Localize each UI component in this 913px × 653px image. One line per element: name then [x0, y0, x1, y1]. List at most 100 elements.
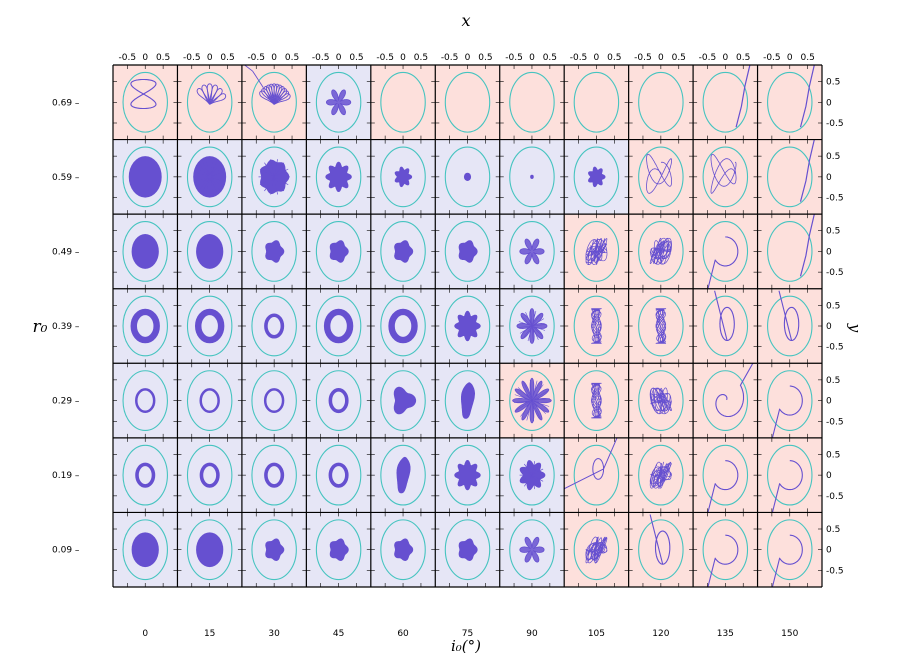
orbit-group: [512, 377, 552, 424]
boundary-ellipse: [767, 519, 813, 581]
unstable-panel-bg: [564, 65, 629, 140]
orbit-group: [131, 234, 159, 269]
orbit-petal: [273, 84, 283, 105]
orbit-disc: [196, 234, 224, 269]
orbit-group: [516, 308, 548, 344]
orbit-petal: [206, 83, 213, 105]
panel-r5-c7: [564, 437, 629, 513]
orbit-ray: [273, 159, 278, 177]
orbit-escape: [735, 65, 751, 128]
boundary-ellipse: [251, 519, 297, 581]
panel-r1-c5: [435, 139, 500, 215]
boundary-ellipse: [251, 71, 297, 133]
panel-r1-c7: [564, 139, 629, 215]
panel-r0-c3: [306, 65, 371, 140]
boundary-ellipse: [444, 221, 491, 282]
orbit-ring: [328, 388, 349, 414]
top-tick-label: -0.5: [634, 53, 652, 63]
orbit-ray: [273, 176, 285, 192]
boundary-ellipse: [767, 295, 813, 357]
orbit-group: [591, 382, 602, 419]
orbit-ray: [531, 325, 546, 331]
row-label: 0.29 –: [52, 397, 80, 407]
orbit-group: [394, 240, 414, 263]
panel-r1-c4: [370, 139, 436, 215]
orbit-ray: [520, 400, 533, 417]
orbit-group: [394, 538, 414, 562]
top-tick-label: 0.5: [349, 53, 363, 63]
boundary-ellipse: [573, 146, 620, 208]
panel-r0-c9: [693, 65, 758, 140]
panel-r0-c8: [628, 65, 694, 140]
boundary-ellipse: [380, 146, 426, 208]
top-tick-label: 0: [529, 53, 535, 63]
panel-r5-c5: [435, 437, 500, 513]
boundary-ellipse: [702, 146, 749, 208]
orbit-ray: [523, 382, 533, 401]
orbit-group: [710, 153, 737, 194]
right-tick-label: -0.5: [826, 343, 844, 353]
stable-panel-bg: [113, 437, 178, 513]
row-label: 0.49 –: [52, 247, 80, 257]
orbit-blob: [394, 166, 413, 188]
orbit-ring: [323, 308, 354, 344]
panel-r4-c8: [628, 363, 694, 438]
x-axis-title: i₀(°): [451, 637, 481, 653]
panel-r6-c4: [370, 512, 436, 587]
orbit-ray: [524, 474, 533, 487]
orbit-ray: [520, 468, 533, 476]
panel-r0-c7: [564, 65, 629, 140]
boundary-ellipse: [186, 295, 233, 357]
panel-r5-c6: [499, 437, 565, 513]
orbit-ray: [518, 321, 533, 327]
top-tick-label: 0.5: [414, 53, 428, 63]
orbit-ring: [135, 388, 156, 414]
boundary-ellipse: [380, 295, 426, 357]
panel-r6-c9: [693, 512, 758, 588]
orbit-group: [328, 462, 349, 488]
stable-panel-bg: [306, 288, 371, 364]
orbit-tangle: [585, 238, 608, 265]
boundary-ellipse: [380, 370, 426, 431]
orbit-disc: [131, 532, 159, 568]
orbit-group: [265, 538, 285, 562]
orbit-group: [454, 310, 481, 342]
orbit-ray: [531, 325, 543, 337]
unstable-panel-bg: [693, 363, 758, 438]
orbit-escape: [564, 437, 618, 490]
top-tick-label: 0: [400, 53, 406, 63]
boundary-ellipse: [767, 444, 813, 506]
orbit-ray: [528, 461, 533, 476]
right-tick-label: 0: [826, 98, 832, 108]
unstable-panel-bg: [693, 512, 758, 587]
panel-r2-c5: [435, 214, 500, 289]
boundary-ellipse: [573, 444, 620, 506]
panel-r4-c3: [306, 363, 371, 438]
orbit-ray: [264, 176, 275, 192]
boundary-ellipse: [315, 295, 362, 357]
boundary-ellipse: [186, 146, 233, 208]
unstable-panel-bg: [435, 65, 500, 140]
orbit-petal: [273, 88, 288, 105]
orbit-group: [329, 538, 349, 562]
orbit-ray: [210, 159, 218, 176]
panel-r3-c8: [628, 288, 694, 364]
panel-r5-c4: [370, 437, 436, 513]
boundary-ellipse: [509, 370, 555, 431]
column-label: 0: [142, 629, 148, 639]
orbit-group: [458, 240, 478, 263]
panel-r1-c8: [628, 139, 694, 215]
boundary-ellipse: [573, 295, 620, 357]
boundary-ellipse: [186, 71, 233, 133]
orbit-group: [530, 174, 534, 179]
top-tick-label: -0.5: [441, 53, 459, 63]
boundary-ellipse: [251, 221, 297, 282]
orbit-group: [649, 387, 672, 415]
orbit-ray: [273, 176, 278, 195]
orbit-ring: [264, 462, 285, 488]
boundary-ellipse: [767, 221, 813, 282]
orbit-ray: [531, 461, 536, 476]
orbit-group: [130, 308, 160, 344]
panel-r4-c4: [370, 363, 436, 438]
